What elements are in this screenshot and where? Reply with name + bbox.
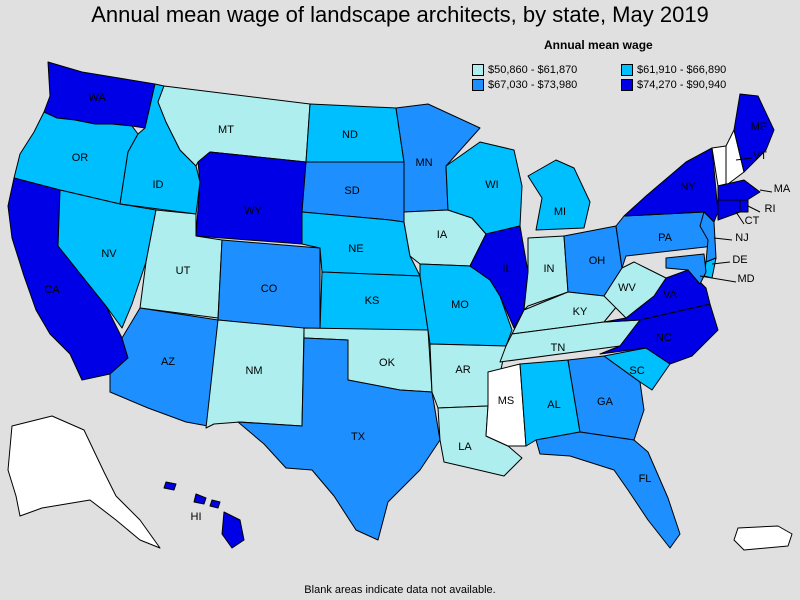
legend-item-1: $50,860 - $61,870 bbox=[472, 64, 577, 76]
state-label-il: IL bbox=[502, 263, 511, 275]
state-label-vt: VT bbox=[753, 150, 767, 162]
state-label-mo: MO bbox=[451, 299, 469, 311]
state-label-nj: NJ bbox=[735, 232, 748, 244]
state-label-al: AL bbox=[547, 399, 560, 411]
legend-item-2: $61,910 - $66,890 bbox=[621, 64, 726, 76]
legend-title: Annual mean wage bbox=[544, 38, 653, 52]
state-label-tn: TN bbox=[551, 342, 566, 354]
state-label-ia: IA bbox=[437, 229, 448, 241]
leader-lines bbox=[699, 157, 773, 283]
leader-line-ct bbox=[735, 211, 745, 225]
state-label-ky: KY bbox=[573, 306, 588, 318]
state-label-id: ID bbox=[153, 179, 164, 191]
state-label-pa: PA bbox=[658, 232, 673, 244]
legend-swatch-1 bbox=[472, 64, 484, 76]
legend-item-4: $74,270 - $90,940 bbox=[621, 79, 726, 91]
state-label-me: ME bbox=[751, 121, 768, 133]
state-label-or: OR bbox=[72, 152, 89, 164]
state-pr bbox=[733, 525, 793, 551]
state-label-la: LA bbox=[458, 441, 472, 453]
state-nh bbox=[725, 129, 745, 185]
state-ma bbox=[717, 179, 761, 203]
state-label-mn: MN bbox=[415, 157, 432, 169]
state-label-wi: WI bbox=[485, 179, 498, 191]
state-label-wy: WY bbox=[244, 205, 262, 217]
state-fl bbox=[535, 431, 681, 549]
state-label-ma: MA bbox=[774, 183, 791, 195]
state-label-nc: NC bbox=[656, 332, 672, 344]
state-label-nv: NV bbox=[101, 248, 117, 260]
state-label-ri: RI bbox=[765, 203, 776, 215]
state-label-de: DE bbox=[732, 254, 747, 266]
state-label-ca: CA bbox=[44, 284, 60, 296]
state-label-ms: MS bbox=[498, 395, 515, 407]
state-label-ne: NE bbox=[348, 243, 363, 255]
state-label-ga: GA bbox=[597, 396, 614, 408]
legend-label-1: $50,860 - $61,870 bbox=[488, 64, 578, 76]
state-ct bbox=[717, 199, 741, 221]
legend-item-3: $67,030 - $73,980 bbox=[472, 79, 577, 91]
state-label-nm: NM bbox=[245, 365, 262, 377]
state-hi bbox=[163, 481, 245, 549]
state-label-hi: HI bbox=[191, 511, 202, 523]
map-title: Annual mean wage of landscape architects… bbox=[91, 2, 709, 27]
legend-label-3: $67,030 - $73,980 bbox=[488, 79, 578, 91]
leader-line-vt bbox=[735, 157, 753, 161]
state-wy bbox=[195, 151, 307, 245]
state-wv bbox=[603, 261, 667, 319]
legend-swatch-2 bbox=[621, 64, 633, 76]
state-ny bbox=[623, 147, 719, 223]
leader-line-ma bbox=[759, 189, 773, 193]
legend-label-2: $61,910 - $66,890 bbox=[637, 64, 727, 76]
state-label-ok: OK bbox=[379, 357, 396, 369]
state-label-ut: UT bbox=[176, 265, 191, 277]
state-label-ct: CT bbox=[745, 215, 760, 227]
state-il bbox=[469, 225, 529, 329]
legend-swatch-4 bbox=[621, 79, 633, 91]
state-label-sc: SC bbox=[629, 365, 644, 377]
legend-swatch-3 bbox=[472, 79, 484, 91]
state-nc bbox=[599, 303, 719, 365]
states-layer bbox=[7, 61, 793, 551]
state-label-fl: FL bbox=[639, 473, 652, 485]
state-label-co: CO bbox=[261, 283, 278, 295]
state-label-in: IN bbox=[544, 263, 555, 275]
state-label-md: MD bbox=[737, 273, 754, 285]
leader-line-de bbox=[711, 261, 731, 265]
state-mi bbox=[527, 159, 591, 231]
state-label-ks: KS bbox=[365, 295, 380, 307]
state-label-wa: WA bbox=[88, 92, 106, 104]
state-tx bbox=[237, 337, 441, 541]
footnote: Blank areas indicate data not available. bbox=[304, 584, 496, 596]
state-label-tx: TX bbox=[351, 431, 366, 443]
state-label-nd: ND bbox=[342, 129, 358, 141]
leader-line-md bbox=[699, 275, 737, 283]
state-md bbox=[665, 253, 707, 285]
leader-line-nj bbox=[713, 237, 733, 241]
state-me bbox=[733, 93, 775, 173]
state-label-mi: MI bbox=[554, 206, 566, 218]
state-label-sd: SD bbox=[344, 185, 359, 197]
labels-layer: WA OR CA ID NV MT WY UT CO AZ NM ND SD NE KS OK TX MN IA MO… bbox=[44, 92, 791, 523]
state-label-mt: MT bbox=[218, 124, 234, 136]
state-ak bbox=[7, 415, 161, 549]
state-label-az: AZ bbox=[161, 356, 175, 368]
state-label-va: VA bbox=[663, 289, 678, 301]
state-ri bbox=[739, 199, 749, 213]
leader-line-ri bbox=[747, 205, 761, 213]
state-nv bbox=[57, 189, 157, 329]
state-label-ny: NY bbox=[680, 181, 696, 193]
legend-label-4: $74,270 - $90,940 bbox=[637, 79, 727, 91]
state-label-oh: OH bbox=[589, 255, 606, 267]
state-label-wv: WV bbox=[618, 282, 636, 294]
state-label-ar: AR bbox=[455, 364, 470, 376]
